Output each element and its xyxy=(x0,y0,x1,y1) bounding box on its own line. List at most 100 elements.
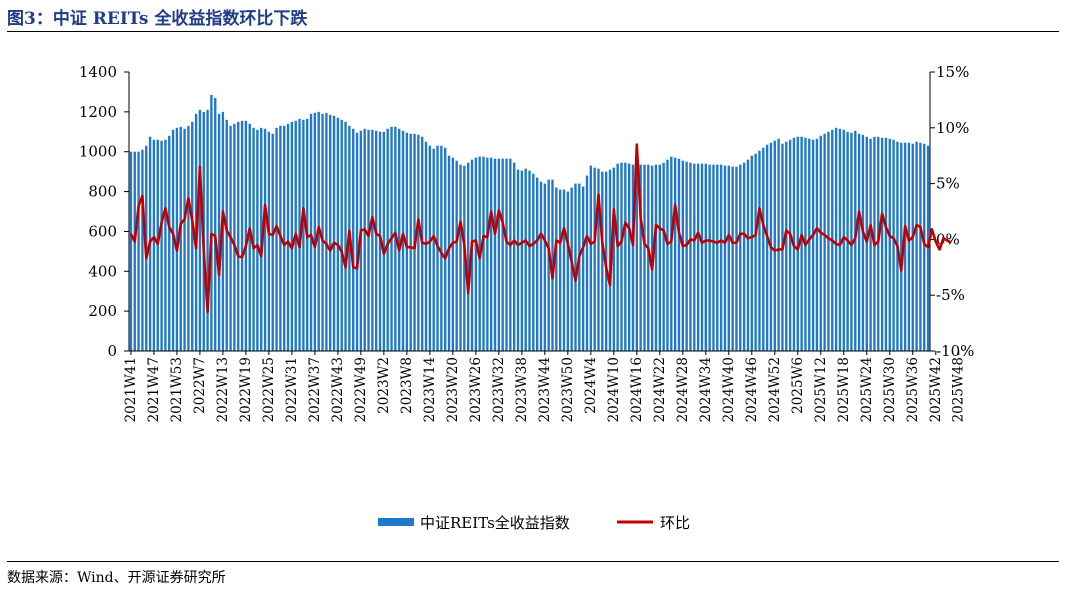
index-bar xyxy=(558,189,562,351)
index-bar xyxy=(673,157,677,351)
index-bar xyxy=(505,158,508,351)
index-bar xyxy=(171,129,175,351)
index-bar xyxy=(923,143,926,351)
index-bar xyxy=(428,145,432,351)
line-series xyxy=(129,143,952,314)
source-note: 数据来源：Wind、开源证券研究所 xyxy=(7,570,226,586)
index-bar xyxy=(865,136,868,351)
index-bar xyxy=(616,163,619,351)
x-tick-label: 2023W2 xyxy=(376,357,392,414)
right-tick-label: 15% xyxy=(936,63,969,81)
index-bar xyxy=(206,109,209,351)
left-tick-label: 400 xyxy=(88,262,117,280)
index-bar xyxy=(773,140,776,351)
x-tick-label: 2023W26 xyxy=(468,357,484,422)
index-bar xyxy=(313,112,317,351)
index-bar xyxy=(329,114,332,351)
index-bar xyxy=(332,115,336,351)
index-bar xyxy=(624,162,627,351)
index-bar xyxy=(325,112,328,351)
index-bar xyxy=(133,151,136,351)
x-tick-label: 2025W42 xyxy=(928,357,944,422)
x-tick-label: 2021W47 xyxy=(146,357,162,422)
x-tick-label: 2025W18 xyxy=(836,357,852,422)
index-bar xyxy=(214,97,217,351)
x-tick-label: 2022W43 xyxy=(330,357,346,422)
x-tick-label: 2023W8 xyxy=(399,357,415,414)
index-bar xyxy=(742,162,746,351)
index-bar xyxy=(233,123,236,351)
x-tick-label: 2024W46 xyxy=(744,357,760,422)
index-bar xyxy=(900,142,903,351)
x-axis: 2021W41 2021W47 2021W53 2022W7 2022W13 2022W1… xyxy=(123,350,967,422)
index-bar xyxy=(417,134,420,351)
index-bar xyxy=(907,142,911,351)
index-bar xyxy=(842,129,845,351)
index-bar xyxy=(543,183,547,351)
index-bar xyxy=(520,170,524,351)
index-bar xyxy=(152,139,156,351)
index-bar xyxy=(677,158,681,351)
index-bar xyxy=(210,94,213,352)
index-bar xyxy=(501,158,504,351)
x-tick-label: 2022W19 xyxy=(238,357,254,422)
index-bar xyxy=(892,139,895,351)
index-bar xyxy=(344,121,347,351)
index-bar xyxy=(808,138,811,351)
x-tick-label: 2024W4 xyxy=(583,357,599,414)
index-bar xyxy=(398,128,401,351)
index-bar xyxy=(482,156,485,351)
index-bar xyxy=(497,158,501,351)
index-bar xyxy=(466,162,470,351)
index-bar xyxy=(919,142,922,351)
index-bar xyxy=(735,166,738,351)
index-bar xyxy=(570,187,573,351)
x-tick-label: 2025W30 xyxy=(882,357,898,422)
index-bar xyxy=(762,147,765,351)
index-bar xyxy=(589,165,593,351)
index-bar xyxy=(581,186,585,351)
index-bar xyxy=(237,121,240,351)
index-bar xyxy=(566,191,570,351)
index-bar xyxy=(275,127,278,351)
index-bar xyxy=(888,138,891,351)
index-bar xyxy=(658,164,661,351)
x-tick-label: 2022W25 xyxy=(261,357,277,422)
index-bar xyxy=(838,128,842,351)
index-bar xyxy=(854,130,857,351)
index-bar xyxy=(532,173,535,351)
right-y-axis: -10%-5%0%5%10%15% xyxy=(929,63,974,360)
mom-change-line xyxy=(129,143,952,314)
x-tick-label: 2023W20 xyxy=(445,357,461,422)
x-tick-label: 2023W14 xyxy=(422,357,438,422)
index-bar xyxy=(168,135,171,351)
index-bar xyxy=(693,163,696,351)
index-bar xyxy=(777,138,780,351)
right-tick-label: -10% xyxy=(936,342,974,360)
x-tick-label: 2023W38 xyxy=(514,357,530,422)
x-tick-label: 2024W16 xyxy=(629,357,645,422)
index-bar xyxy=(271,133,274,351)
x-tick-label: 2024W22 xyxy=(652,357,668,422)
index-bar xyxy=(593,167,596,351)
index-bar xyxy=(352,128,355,351)
right-tick-label: 5% xyxy=(936,175,960,193)
index-bar xyxy=(432,148,435,351)
index-bar xyxy=(585,175,589,351)
index-bar xyxy=(321,113,324,351)
index-bar xyxy=(601,171,604,351)
index-bar xyxy=(512,162,516,351)
index-bar xyxy=(340,119,343,351)
index-bar xyxy=(877,136,880,351)
index-bar xyxy=(612,167,616,351)
x-tick-label: 2022W49 xyxy=(353,357,369,422)
left-tick-label: 1200 xyxy=(79,103,117,121)
index-bar xyxy=(355,132,359,351)
index-bar xyxy=(639,164,642,351)
index-bar xyxy=(704,163,707,351)
index-bar xyxy=(696,163,700,351)
index-bar xyxy=(869,138,872,351)
index-bar xyxy=(509,158,512,351)
index-bar xyxy=(903,142,907,351)
